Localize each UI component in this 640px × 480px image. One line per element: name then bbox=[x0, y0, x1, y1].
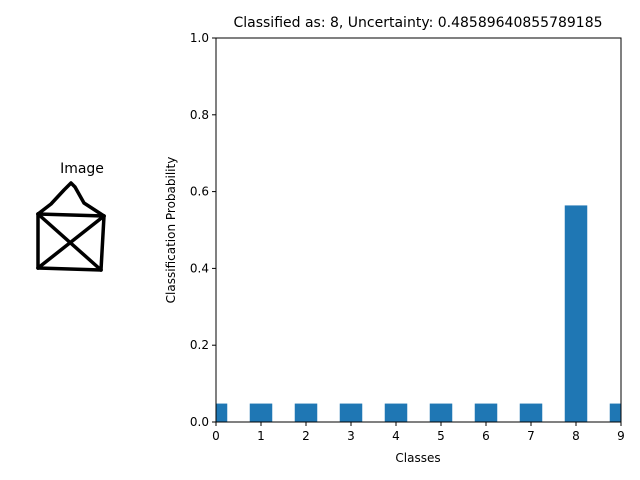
bar-class-0 bbox=[216, 403, 228, 422]
bars-group bbox=[216, 205, 621, 422]
x-tick-label: 2 bbox=[302, 429, 310, 443]
x-tick-label: 0 bbox=[212, 429, 220, 443]
x-tick-label: 6 bbox=[482, 429, 490, 443]
x-axis-ticks: 0 1 2 3 4 5 6 7 8 9 bbox=[212, 422, 625, 443]
x-tick-label: 4 bbox=[392, 429, 400, 443]
y-tick-label: 0.8 bbox=[190, 108, 209, 122]
x-tick-label: 8 bbox=[572, 429, 580, 443]
bar-class-9 bbox=[609, 403, 621, 422]
bar-class-4 bbox=[384, 403, 408, 422]
image-panel: Image bbox=[36, 161, 106, 272]
x-tick-label: 1 bbox=[257, 429, 265, 443]
x-axis-label: Classes bbox=[395, 451, 440, 465]
y-tick-label: 1.0 bbox=[190, 31, 209, 45]
drawn-envelope-image bbox=[36, 181, 106, 272]
y-tick-label: 0.6 bbox=[190, 185, 209, 199]
x-tick-label: 5 bbox=[437, 429, 445, 443]
y-axis-label: Classification Probability bbox=[164, 157, 178, 304]
classification-chart: Classified as: 8, Uncertainty: 0.4858964… bbox=[164, 15, 625, 465]
bar-class-5 bbox=[429, 403, 453, 422]
y-tick-label: 0.2 bbox=[190, 338, 209, 352]
x-tick-label: 7 bbox=[527, 429, 535, 443]
bar-class-8 bbox=[564, 205, 588, 422]
plot-frame bbox=[215, 37, 622, 423]
y-axis-ticks: 0.0 0.2 0.4 0.6 0.8 1.0 bbox=[190, 31, 216, 429]
y-tick-label: 0.0 bbox=[190, 415, 209, 429]
bar-class-6 bbox=[474, 403, 498, 422]
bar-class-3 bbox=[339, 403, 363, 422]
y-tick-label: 0.4 bbox=[190, 261, 209, 275]
chart-title: Classified as: 8, Uncertainty: 0.4858964… bbox=[233, 15, 602, 31]
image-panel-title: Image bbox=[60, 161, 104, 177]
bar-class-2 bbox=[294, 403, 318, 422]
x-tick-label: 9 bbox=[617, 429, 625, 443]
bar-class-1 bbox=[249, 403, 273, 422]
x-tick-label: 3 bbox=[347, 429, 355, 443]
bar-class-7 bbox=[519, 403, 543, 422]
